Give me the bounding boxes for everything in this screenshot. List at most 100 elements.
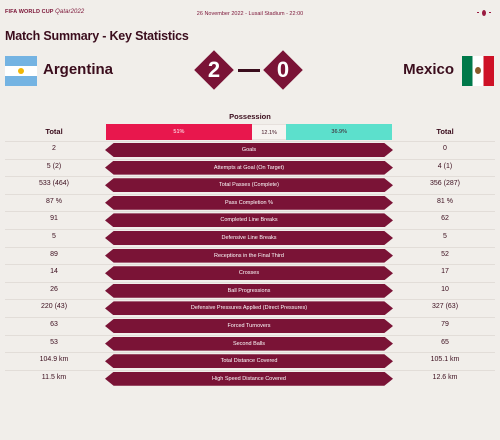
stat-row: 104.9 km Total Distance Covered 105.1 km <box>0 352 500 370</box>
away-team-name: Mexico <box>403 61 454 78</box>
stat-label: Total Passes (Complete) <box>219 182 279 189</box>
stat-home-value: 91 <box>50 215 58 223</box>
stat-row: 89 Receptions in the Final Third 52 <box>0 246 500 265</box>
stat-away-value: 4 (1) <box>437 162 453 170</box>
row-divider <box>5 281 495 283</box>
stat-home-value: 14 <box>50 268 58 276</box>
row-divider <box>5 246 495 248</box>
stat-away-value: 52 <box>441 250 449 258</box>
stat-away-value: 5 <box>443 233 447 240</box>
top-bar: FIFA WORLD CUP Qatar2022 26 November 202… <box>0 0 500 24</box>
stat-row: 14 Crosses 17 <box>0 264 500 282</box>
stat-label-bar <box>105 266 393 281</box>
stat-label-bar <box>105 283 393 298</box>
stat-row: 5 (2) Attempts at Goal (On Target) 4 (1) <box>0 158 500 177</box>
away-score: 0 <box>263 48 303 92</box>
stat-home-value: 89 <box>50 250 58 258</box>
stat-label: Goals <box>241 147 257 153</box>
argentina-flag-icon <box>5 56 37 86</box>
home-total-label: Total <box>45 127 63 136</box>
stat-label-bar <box>105 231 393 245</box>
row-divider <box>5 211 495 213</box>
brand-text: FIFA WORLD CUP <box>5 9 54 15</box>
stat-label: Ball Progressions <box>227 287 271 294</box>
possession-bar: 51% 12.1% 36.9% <box>106 124 392 140</box>
stat-row: 11.5 km High Speed Distance Covered 12.6 k… <box>0 369 500 388</box>
stat-row: 5 Defensive Line Breaks 5 <box>0 229 500 247</box>
stat-label: Pass Completion % <box>225 199 273 206</box>
stat-label: Total Distance Covered <box>220 358 278 365</box>
stat-home-value: 220 (43) <box>40 303 68 311</box>
match-info: 26 November 2022 - Lusail Stadium - 22:0… <box>196 11 304 17</box>
brand-suffix: Qatar2022 <box>55 9 85 15</box>
possession-contest-segment: 12.1% <box>251 124 287 140</box>
away-score-value: 0 <box>276 57 290 82</box>
away-total-label: Total <box>436 127 454 136</box>
score-separator <box>238 69 260 72</box>
home-team-name: Argentina <box>43 61 114 78</box>
stat-row: 63 Forced Turnovers 79 <box>0 317 500 335</box>
row-divider <box>5 369 495 371</box>
stat-home-value: 2 <box>52 145 56 152</box>
row-divider <box>5 176 495 178</box>
stat-label-bar <box>105 319 393 333</box>
stat-away-value: 10 <box>441 285 449 293</box>
stat-row: 220 (43) Defensive Pressures Applied (Dir… <box>0 299 500 317</box>
possession-away-segment: 36.9% <box>286 124 392 140</box>
stat-label: Second Balls <box>232 340 266 347</box>
stat-home-value: 11.5 km <box>41 373 67 381</box>
stat-label: Forced Turnovers <box>227 323 271 329</box>
stat-label-bar <box>105 195 393 210</box>
stat-label-bar <box>105 336 393 351</box>
stat-away-value: 17 <box>441 268 449 276</box>
row-divider <box>5 334 495 336</box>
row-divider <box>5 299 495 301</box>
stat-away-value: 327 (63) <box>431 303 459 311</box>
tournament-logo: FIFA WORLD CUP Qatar2022 <box>5 9 84 15</box>
stat-away-value: 0 <box>443 145 447 152</box>
page-title: Match Summary - Key Statistics <box>5 29 189 43</box>
home-score: 2 <box>194 48 234 92</box>
stat-home-value: 104.9 km <box>39 356 69 364</box>
stat-away-value: 105.1 km <box>430 356 460 364</box>
stat-label: Defensive Line Breaks <box>221 235 277 241</box>
stat-label-bar <box>105 213 393 228</box>
stat-row: 53 Second Balls 65 <box>0 334 500 353</box>
stat-home-value: 53 <box>50 338 58 346</box>
row-divider <box>5 352 495 354</box>
stat-label-bar <box>105 248 393 263</box>
stat-away-value: 356 (287) <box>430 180 460 188</box>
stat-home-value: 5 <box>52 233 56 240</box>
stat-label: Completed Line Breaks <box>220 217 278 224</box>
stat-label: Crosses <box>238 270 260 277</box>
row-divider <box>5 317 495 318</box>
stat-home-value: 5 (2) <box>46 162 62 170</box>
stat-home-value: 63 <box>50 321 58 328</box>
stat-label: Attempts at Goal (On Target) <box>213 164 285 171</box>
stat-label-bar <box>105 354 393 369</box>
home-score-value: 2 <box>207 57 221 82</box>
row-divider <box>5 229 495 230</box>
stat-away-value: 79 <box>441 321 449 328</box>
tournament-emblem-icon <box>477 8 491 18</box>
stat-label: Defensive Pressures Applied (Direct Pres… <box>190 305 308 312</box>
stat-label-bar <box>105 178 393 193</box>
stat-label-bar <box>105 160 393 175</box>
stat-away-value: 81 % <box>437 197 453 205</box>
stat-home-value: 26 <box>50 285 58 293</box>
stat-row: 87 % Pass Completion % 81 % <box>0 193 500 212</box>
stat-label: High Speed Distance Covered <box>212 375 286 382</box>
stat-label-bar <box>105 371 393 386</box>
stat-row: 91 Completed Line Breaks 62 <box>0 211 500 229</box>
possession-label: Possession <box>229 112 271 121</box>
mexico-flag-icon <box>462 56 494 86</box>
stat-row: 26 Ball Progressions 10 <box>0 281 500 300</box>
stat-label-bar <box>105 143 393 157</box>
stat-away-value: 65 <box>441 338 449 346</box>
row-divider <box>5 193 495 195</box>
stat-away-value: 12.6 km <box>432 373 458 381</box>
stat-away-value: 62 <box>441 215 449 223</box>
stat-home-value: 87 % <box>46 197 62 205</box>
stat-row: 533 (464) Total Passes (Complete) 356 (287… <box>0 176 500 194</box>
stat-label: Receptions in the Final Third <box>214 252 284 259</box>
